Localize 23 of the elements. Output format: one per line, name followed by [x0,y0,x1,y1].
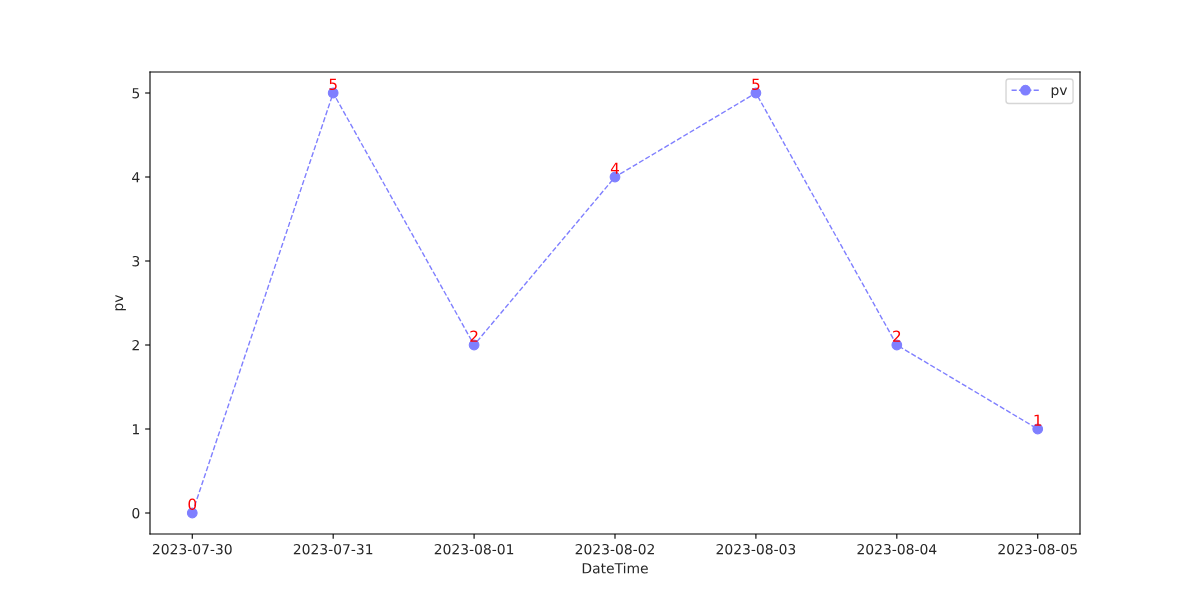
y-tick-label: 5 [132,88,140,99]
x-tick-label: 2023-08-05 [998,543,1077,555]
data-label: 1 [1034,414,1042,426]
x-tick-label: 2023-07-30 [152,543,232,555]
y-tick-label: 2 [132,339,139,351]
data-label: 4 [610,162,619,174]
data-label: 2 [470,330,478,342]
data-label: 5 [752,78,760,91]
data-label: 2 [893,330,901,342]
y-tick-label: 1 [132,424,139,435]
y-tick-label: 0 [132,507,140,519]
x-tick-label: 2023-08-04 [857,543,937,555]
x-tick-label: 2023-08-02 [575,543,654,555]
data-label: 0 [188,498,197,511]
x-tick-label: 2023-08-03 [716,543,796,555]
x-axis-title: DateTime [582,562,648,574]
data-label: 5 [329,78,337,91]
y-tick-label: 3 [132,255,140,267]
x-tick-label: 2023-07-31 [293,543,373,555]
legend-label: pv [1051,87,1068,98]
x-tick-label: 2023-08-01 [434,543,514,555]
y-tick-label: 4 [132,172,140,183]
y-axis-title: pv [115,294,126,311]
